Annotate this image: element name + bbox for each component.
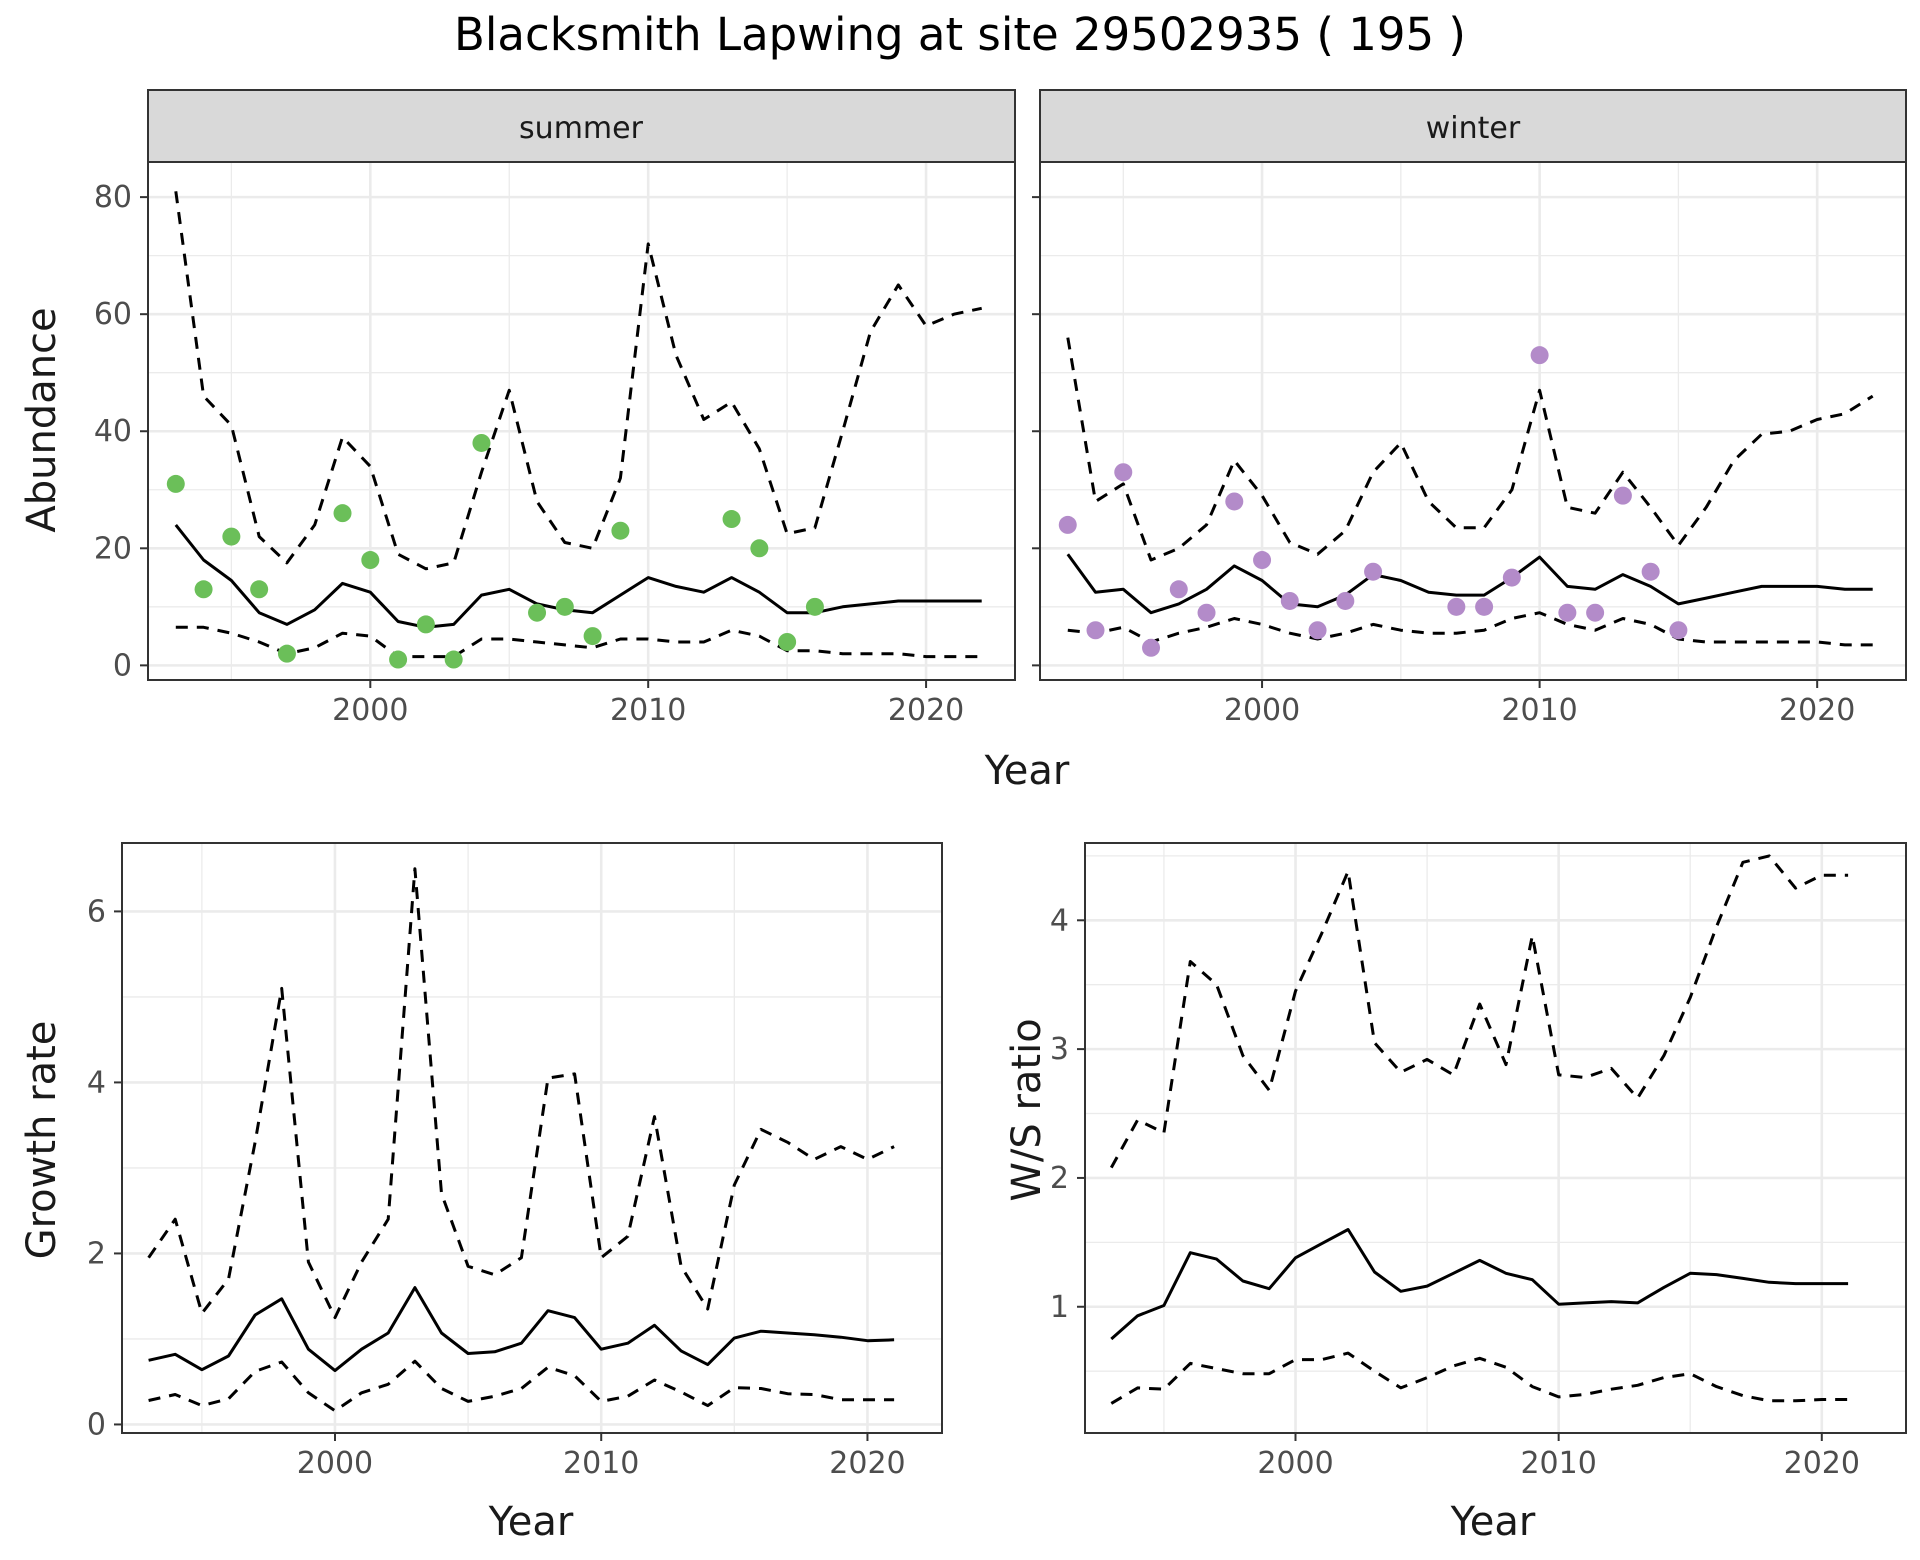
winter-observed-point: [1586, 603, 1605, 622]
ratio-estimate-line: [1110, 1228, 1849, 1341]
ratio-y-tick-label: 4: [1050, 903, 1069, 938]
winter-observed-point: [1475, 597, 1494, 616]
growth-x-tick-label: 2010: [563, 1446, 639, 1481]
winter-panel: 2000 2010 2020: [1032, 161, 1907, 728]
summer-observed-point: [389, 650, 408, 669]
growth-y-tick-label: 4: [87, 1065, 106, 1100]
summer-y-tick-label: 40: [94, 414, 132, 449]
winter-observed-point: [1225, 492, 1244, 511]
growth-panel-border: [121, 842, 943, 1434]
winter-observed-point: [1558, 603, 1577, 622]
growth-y-tick-label: 2: [87, 1236, 106, 1271]
ratio-y-axis-title: W/S ratio: [1004, 1018, 1050, 1201]
growth-x-axis-title: Year: [488, 1499, 574, 1545]
ratio-upper-bound-line: [1109, 854, 1849, 1169]
winter-strip: winter: [1039, 89, 1907, 163]
ratio-plot-background: [1085, 843, 1906, 1433]
winter-observed-point: [1280, 591, 1299, 610]
summer-observed-point: [611, 521, 630, 540]
winter-x-tick-label: 2010: [1501, 693, 1577, 728]
summer-lower-bound-line: [175, 625, 982, 659]
winter-x-tick-label: 2020: [1779, 693, 1855, 728]
summer-observed-point: [583, 627, 602, 646]
growth-lower-bound-line: [148, 1359, 895, 1413]
summer-observed-point: [194, 580, 213, 599]
summer-observed-point: [444, 650, 463, 669]
winter-plot-background: [1040, 162, 1906, 680]
winter-strip-label: winter: [1426, 111, 1521, 146]
growth-y-tick-label: 0: [87, 1407, 106, 1442]
winter-upper-bound-line: [1066, 337, 1874, 562]
growth-x-tick-label: 2020: [829, 1446, 905, 1481]
summer-observed-point: [528, 603, 547, 622]
summer-observed-point: [778, 632, 797, 651]
summer-strip-label: summer: [519, 111, 644, 146]
summer-observed-point: [166, 474, 185, 493]
winter-observed-point: [1058, 515, 1077, 534]
summer-x-tick-label: 2020: [888, 693, 964, 728]
ratio-panel-border: [1084, 842, 1907, 1434]
summer-observed-point: [555, 597, 574, 616]
summer-y-tick-label: 60: [94, 297, 132, 332]
growth-estimate-line: [148, 1286, 895, 1373]
top-x-axis-title: Year: [984, 748, 1070, 794]
winter-observed-point: [1364, 562, 1383, 581]
summer-observed-point: [722, 510, 741, 529]
ratio-x-tick-label: 2020: [1784, 1446, 1860, 1481]
ratio-y-tick-label: 1: [1050, 1290, 1069, 1325]
ws-ratio-panel: 2000 2010 2020 1 2 3 4: [1050, 842, 1907, 1481]
winter-observed-point: [1530, 346, 1549, 365]
summer-observed-point: [333, 504, 352, 523]
chart-title: Blacksmith Lapwing at site 29502935 ( 19…: [454, 8, 1466, 61]
growth-x-tick-label: 2000: [297, 1446, 373, 1481]
summer-panel: 2000 2010 2020 0 20 40 60 80: [94, 161, 1016, 728]
ratio-x-tick-label: 2000: [1257, 1446, 1333, 1481]
summer-observed-point: [750, 539, 769, 558]
summer-estimate-line: [174, 523, 982, 629]
summer-observed-point: [472, 433, 491, 452]
winter-observed-point: [1641, 562, 1660, 581]
summer-y-tick-label: 80: [94, 180, 132, 215]
ratio-x-axis-title: Year: [1450, 1499, 1536, 1545]
winter-observed-point: [1669, 621, 1688, 640]
summer-x-tick-label: 2010: [610, 693, 686, 728]
summer-observed-point: [805, 597, 824, 616]
top-y-axis-title: Abundance: [19, 307, 65, 532]
winter-observed-point: [1613, 486, 1632, 505]
growth-plot-background: [122, 843, 942, 1433]
winter-observed-point: [1114, 463, 1133, 482]
summer-strip: summer: [147, 89, 1016, 163]
winter-x-tick-label: 2000: [1224, 693, 1300, 728]
summer-plot-background: [148, 162, 1015, 680]
winter-observed-point: [1308, 621, 1327, 640]
summer-y-tick-label: 20: [94, 531, 132, 566]
ratio-lower-bound-line: [1110, 1351, 1849, 1405]
winter-estimate-line: [1066, 553, 1873, 615]
growth-y-tick-label: 6: [87, 894, 106, 929]
summer-y-tick-label: 0: [113, 648, 132, 683]
growth-y-axis-title: Growth rate: [19, 1021, 65, 1260]
winter-observed-point: [1447, 597, 1466, 616]
ratio-x-tick-label: 2010: [1520, 1446, 1596, 1481]
summer-x-tick-label: 2000: [332, 693, 408, 728]
winter-observed-point: [1086, 621, 1105, 640]
ratio-y-tick-label: 3: [1050, 1032, 1069, 1067]
summer-observed-point: [277, 644, 296, 663]
winter-observed-point: [1169, 580, 1188, 599]
winter-observed-point: [1142, 638, 1161, 657]
winter-lower-bound-line: [1067, 611, 1873, 647]
winter-observed-point: [1502, 568, 1521, 587]
winter-observed-point: [1253, 551, 1272, 570]
summer-observed-point: [361, 551, 380, 570]
summer-observed-point: [222, 527, 241, 546]
summer-observed-point: [416, 615, 435, 634]
summer-observed-point: [250, 580, 269, 599]
growth-upper-bound-line: [147, 867, 895, 1320]
growth-rate-panel: 2000 2010 2020 0 2 4 6: [87, 842, 943, 1481]
winter-observed-point: [1336, 591, 1355, 610]
winter-observed-point: [1197, 603, 1216, 622]
ratio-y-tick-label: 2: [1050, 1161, 1069, 1196]
